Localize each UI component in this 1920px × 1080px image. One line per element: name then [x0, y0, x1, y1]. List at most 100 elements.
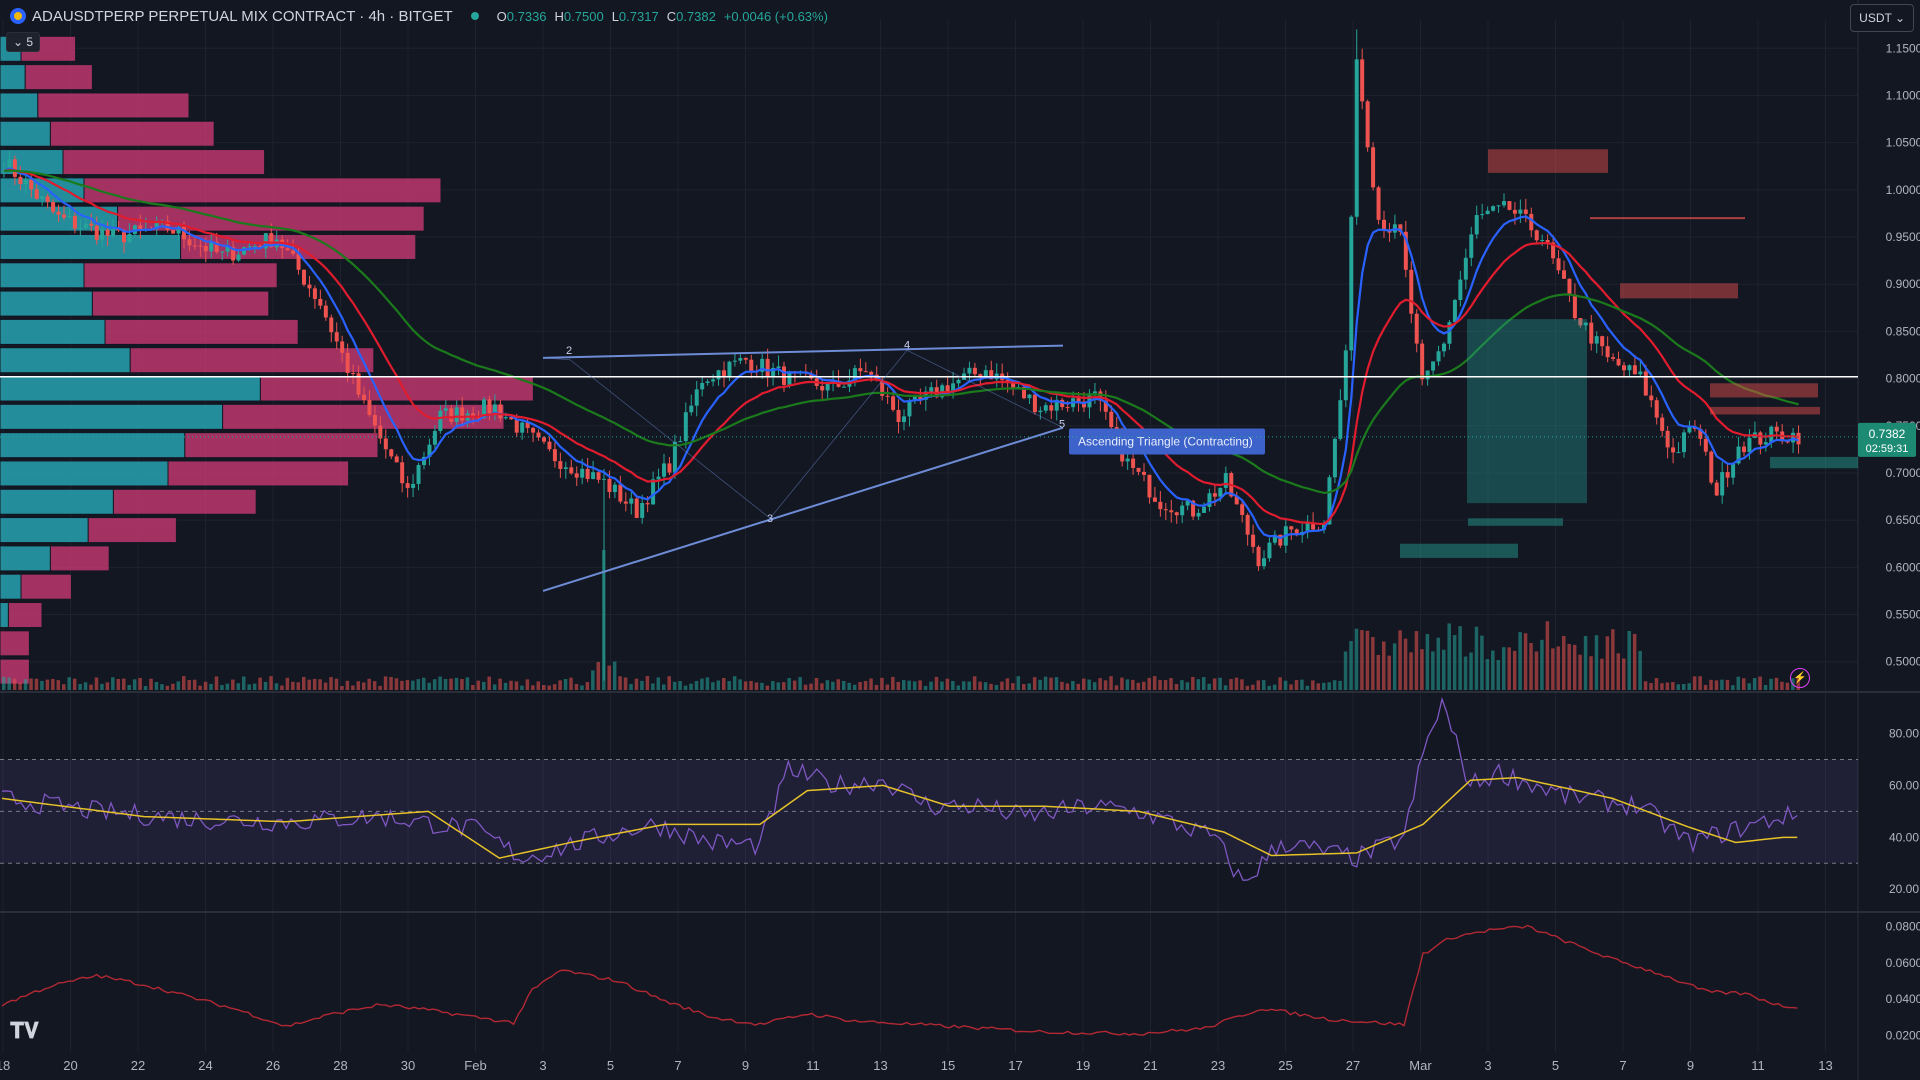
volume-bar: [482, 681, 486, 690]
pattern-point-label: 3: [767, 513, 773, 525]
candle-body: [1676, 452, 1681, 454]
volume-bar: [858, 681, 862, 690]
ohlc-open: O0.7336: [496, 8, 547, 24]
triangle-upper-line: [542, 344, 1064, 359]
volume-bar: [302, 676, 306, 690]
candle-body: [531, 427, 536, 433]
volume-bar: [1251, 684, 1255, 690]
candle-body: [743, 358, 748, 360]
candle-body: [1589, 322, 1594, 344]
volume-bar: [285, 677, 290, 690]
volume-bar: [89, 684, 93, 690]
price-tick-label: 0.6000: [1886, 560, 1920, 574]
volume-bar: [1452, 635, 1457, 690]
tradingview-logo-icon[interactable]: 𝐓𝐕: [10, 1018, 39, 1043]
volume-bar: [182, 676, 186, 690]
volume-bar: [1169, 678, 1173, 690]
volume-bar: [563, 679, 568, 690]
volume-bar: [776, 682, 781, 690]
volume-bar: [149, 678, 153, 690]
candle-body: [1103, 400, 1108, 412]
volume-profile-buy-bar: [0, 375, 261, 402]
volume-bar: [1725, 679, 1730, 690]
volume-bar: [236, 683, 241, 690]
atr-line: [1, 924, 1798, 1036]
candle-body: [1747, 437, 1752, 453]
volume-bar: [694, 680, 699, 690]
volume-bar: [847, 682, 851, 690]
volume-bar: [1469, 652, 1473, 690]
volume-bar: [629, 684, 633, 690]
candle-body: [1032, 394, 1037, 413]
x-tick-label: 3: [1484, 1058, 1491, 1073]
candle-body: [165, 220, 170, 231]
candle-body: [62, 214, 66, 218]
volume-bar: [1763, 684, 1768, 690]
candle-body: [1131, 458, 1136, 468]
candle-body: [629, 498, 634, 504]
volume-bar: [732, 676, 737, 690]
volume-bar: [1529, 642, 1533, 690]
volume-bar: [165, 685, 170, 690]
volume-bar: [83, 682, 88, 690]
candle-body: [831, 380, 836, 383]
volume-bar: [1485, 659, 1490, 690]
candle-body: [78, 228, 83, 230]
candle-body: [656, 476, 661, 480]
candle-body: [1212, 493, 1217, 497]
x-tick-label: 23: [1211, 1058, 1225, 1073]
volume-bar: [231, 679, 235, 690]
lightning-icon[interactable]: ⚡: [1790, 668, 1810, 688]
volume-bar: [1731, 685, 1735, 690]
candle-body: [1294, 529, 1299, 536]
candle-body: [520, 422, 525, 433]
candle-body: [869, 371, 874, 375]
volume-bar: [607, 665, 611, 690]
volume-bar: [1458, 626, 1462, 690]
volume-bar: [1114, 685, 1119, 690]
candle-body: [252, 246, 257, 248]
symbol-title[interactable]: ADAUSDTPERP PERPETUAL MIX CONTRACT · 4h …: [32, 7, 453, 25]
indicators-collapse-button[interactable]: ⌄ 5: [6, 32, 41, 52]
candle-body: [1163, 509, 1168, 511]
volume-profile-buy-bar: [0, 432, 186, 459]
candle-body: [1731, 463, 1736, 478]
candle-body: [842, 386, 846, 388]
volume-profile-sell-bar: [62, 149, 266, 176]
volume-bar: [1518, 632, 1522, 690]
candle-body: [1594, 336, 1599, 344]
candle-body: [182, 226, 186, 240]
currency-selector[interactable]: USDT ⌄: [1850, 4, 1914, 32]
volume-bar: [869, 678, 873, 690]
ohlc-low: L0.7317: [611, 8, 659, 24]
volume-bar: [1196, 679, 1201, 690]
candle-body: [1022, 386, 1026, 399]
volume-bar: [51, 678, 55, 690]
candle-body: [1327, 477, 1332, 525]
volume-bar: [852, 684, 857, 690]
candle-body: [667, 463, 672, 473]
volume-bar: [1152, 676, 1157, 690]
volume-bar: [471, 685, 475, 690]
pattern-label: Ascending Triangle (Contracting): [1078, 434, 1253, 448]
volume-bar: [154, 681, 159, 690]
volume-bar: [1311, 680, 1315, 690]
candle-body: [296, 253, 301, 270]
candle-body: [694, 389, 699, 406]
volume-bar: [1496, 660, 1501, 690]
volume-bar: [1676, 684, 1681, 690]
candle-body: [1458, 279, 1463, 301]
volume-bar: [836, 679, 841, 690]
candle-body: [334, 332, 339, 342]
volume-bar: [487, 676, 491, 690]
price-tick-label: 1.0000: [1886, 183, 1920, 197]
volume-bar: [1092, 682, 1097, 690]
volume-bar: [831, 681, 835, 690]
volume-profile-buy-bar: [0, 64, 26, 91]
volume-bar: [683, 685, 688, 690]
candle-body: [514, 419, 519, 433]
volume-bar: [1289, 684, 1293, 690]
volume-bar: [1376, 654, 1381, 690]
